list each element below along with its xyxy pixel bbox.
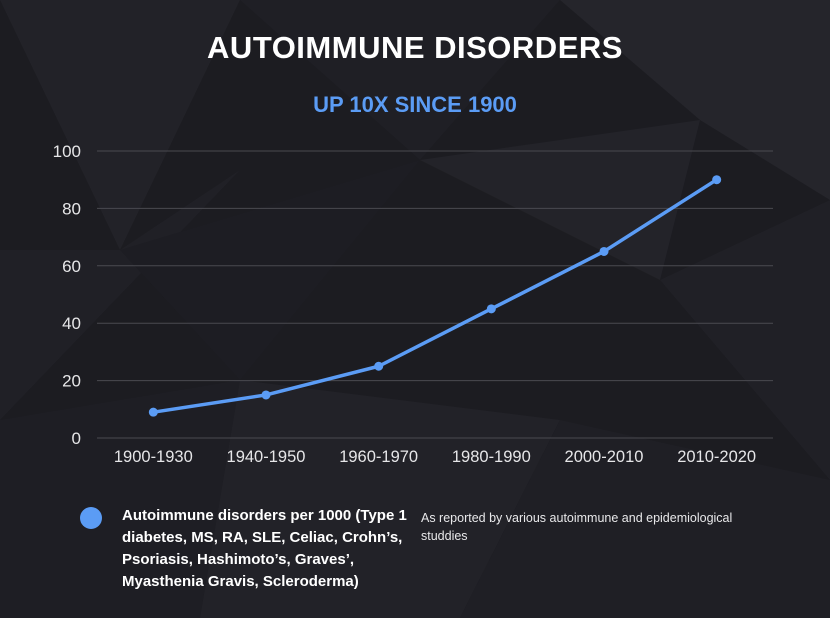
series-line — [151, 177, 719, 414]
data-point — [148, 407, 158, 417]
y-tick-label: 60 — [62, 257, 81, 276]
legend-swatch — [80, 507, 102, 529]
x-tick-label: 2010-2020 — [677, 448, 756, 466]
x-tick-label: 1960-1970 — [339, 448, 418, 466]
chart-subtitle: UP 10X SINCE 1900 — [313, 92, 517, 117]
x-axis: 1900-1930 1940-1950 1960-1970 1980-1990 2000… — [114, 448, 756, 466]
x-tick-label: 1980-1990 — [452, 448, 531, 466]
data-point — [374, 361, 384, 371]
data-point — [599, 246, 609, 256]
chart-title: AUTOIMMUNE DISORDERS — [207, 30, 623, 65]
y-tick-label: 0 — [72, 429, 81, 448]
x-tick-label: 1900-1930 — [114, 448, 193, 466]
data-point — [486, 304, 496, 314]
y-tick-label: 80 — [62, 199, 81, 218]
series — [148, 175, 722, 417]
x-tick-label: 1940-1950 — [227, 448, 306, 466]
grid — [97, 150, 773, 439]
y-tick-label: 100 — [53, 142, 81, 161]
y-tick-label: 20 — [62, 372, 81, 391]
data-point — [261, 390, 271, 400]
y-tick-label: 40 — [62, 314, 81, 333]
y-axis: 0 20 40 60 80 100 — [53, 142, 81, 448]
legend-label: Autoimmune disorders per 1000 (Type 1 di… — [122, 507, 407, 590]
x-tick-label: 2000-2010 — [565, 448, 644, 466]
data-point — [712, 175, 722, 185]
source-note: As reported by various autoimmune and ep… — [421, 511, 733, 543]
